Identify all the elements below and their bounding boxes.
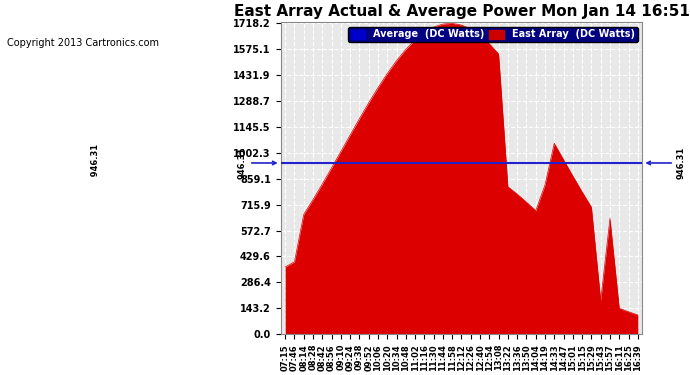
- Text: 946.31: 946.31: [237, 147, 276, 179]
- Text: 946.31: 946.31: [647, 147, 686, 179]
- Text: 946.31: 946.31: [90, 144, 99, 182]
- Legend: Average  (DC Watts), East Array  (DC Watts): Average (DC Watts), East Array (DC Watts…: [348, 27, 638, 42]
- Title: East Array Actual & Average Power Mon Jan 14 16:51: East Array Actual & Average Power Mon Ja…: [233, 4, 689, 19]
- Text: Copyright 2013 Cartronics.com: Copyright 2013 Cartronics.com: [7, 38, 159, 48]
